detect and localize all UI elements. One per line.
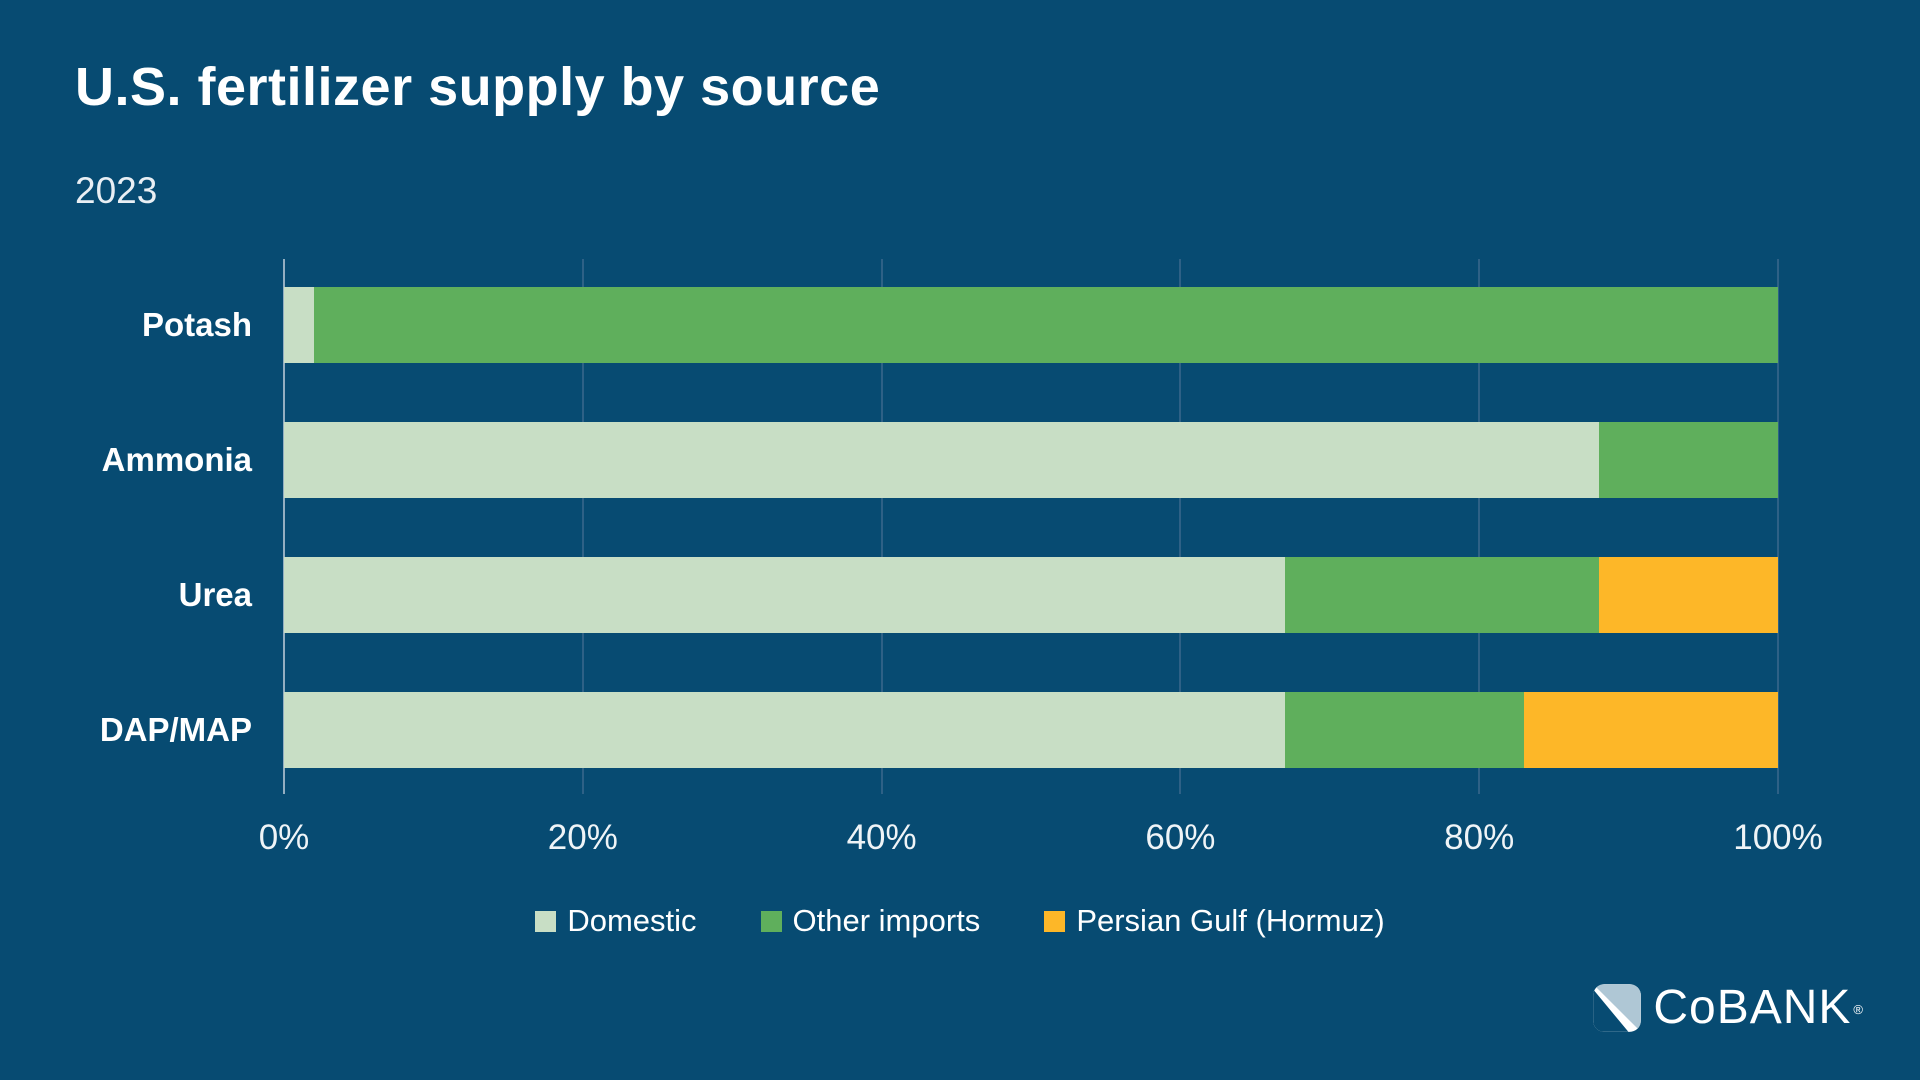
gridline-20 <box>581 259 584 794</box>
bar-row-potash <box>284 287 1778 363</box>
gridline-60 <box>1179 259 1182 794</box>
bar-segment-potash-domestic <box>284 287 314 363</box>
category-label-ammonia: Ammonia <box>101 441 252 478</box>
category-label-potash: Potash <box>141 306 252 343</box>
gridline-80 <box>1478 259 1481 794</box>
bar-row-urea <box>284 557 1778 633</box>
bar-segment-urea-persian-gulf-hormuz <box>1598 557 1778 633</box>
x-tick-label-80: 80% <box>1444 818 1515 857</box>
cobank-logo-icon <box>1593 984 1642 1032</box>
registered-trademark-symbol: ® <box>1853 1002 1864 1017</box>
legend-item-other-imports: Other imports <box>760 903 981 939</box>
cobank-logo: CoBANK ® <box>1591 981 1864 1034</box>
legend-swatch-other-imports <box>760 910 782 932</box>
legend-label-other-imports: Other imports <box>792 903 981 938</box>
gridline-40 <box>880 259 883 794</box>
cobank-wordmark: CoBANK ® <box>1653 981 1864 1034</box>
category-label-urea: Urea <box>178 576 252 613</box>
bar-segment-urea-domestic <box>284 557 1285 633</box>
legend: Domestic Other imports Persian Gulf (Hormu… <box>0 903 1920 939</box>
bar-segment-ammonia-other-imports <box>1598 422 1778 498</box>
chart-subtitle: 2023 <box>75 170 158 211</box>
plot-area <box>283 259 1779 794</box>
bar-segment-ammonia-domestic <box>284 422 1599 498</box>
x-tick-label-40: 40% <box>846 818 917 857</box>
legend-item-persian-gulf-hormuz: Persian Gulf (Hormuz) <box>1044 903 1385 939</box>
bar-segment-dap-map-persian-gulf-hormuz <box>1524 692 1778 768</box>
legend-swatch-domestic <box>535 910 557 932</box>
bar-segment-dap-map-other-imports <box>1284 692 1524 768</box>
bar-row-dap-map <box>284 692 1778 768</box>
legend-label-domestic: Domestic <box>567 903 697 938</box>
bar-segment-urea-other-imports <box>1284 557 1599 633</box>
gridline-100 <box>1777 259 1779 794</box>
legend-item-domestic: Domestic <box>535 903 697 939</box>
category-label-dap-map: DAP/MAP <box>99 711 252 748</box>
bar-segment-potash-other-imports <box>313 287 1778 363</box>
x-tick-label-20: 20% <box>547 818 618 857</box>
bar-segment-dap-map-domestic <box>284 692 1285 768</box>
x-tick-label-0: 0% <box>258 818 310 857</box>
legend-label-persian-gulf-hormuz: Persian Gulf (Hormuz) <box>1076 903 1385 938</box>
y-axis-line <box>283 259 285 794</box>
x-tick-label-60: 60% <box>1145 818 1216 857</box>
x-tick-label-100: 100% <box>1733 818 1823 857</box>
bar-row-ammonia <box>284 422 1778 498</box>
legend-swatch-persian-gulf-hormuz <box>1044 910 1066 932</box>
chart-title: U.S. fertilizer supply by source <box>75 57 881 117</box>
